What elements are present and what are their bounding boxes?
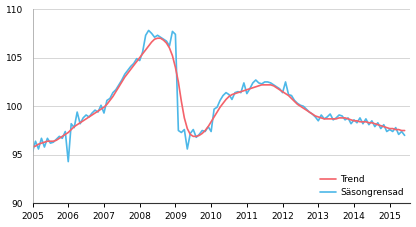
Trend [402, 129, 407, 132]
Trend [30, 146, 35, 148]
Legend: Trend, Säsongrensad: Trend, Säsongrensad [316, 172, 408, 201]
Trend [125, 72, 130, 74]
Trend [209, 120, 214, 123]
Säsongrensad [212, 108, 217, 111]
Line: Säsongrensad: Säsongrensad [32, 30, 405, 162]
Trend [280, 90, 285, 93]
Säsongrensad [146, 29, 151, 32]
Säsongrensad [283, 81, 288, 83]
Säsongrensad [256, 81, 261, 84]
Säsongrensad [66, 160, 71, 163]
Line: Trend: Trend [32, 38, 405, 147]
Trend [262, 84, 267, 86]
Säsongrensad [30, 151, 35, 153]
Trend [54, 139, 59, 142]
Säsongrensad [402, 134, 407, 137]
Säsongrensad [265, 81, 270, 83]
Trend [155, 37, 160, 39]
Trend [253, 85, 258, 88]
Säsongrensad [128, 65, 133, 68]
Säsongrensad [54, 138, 59, 141]
